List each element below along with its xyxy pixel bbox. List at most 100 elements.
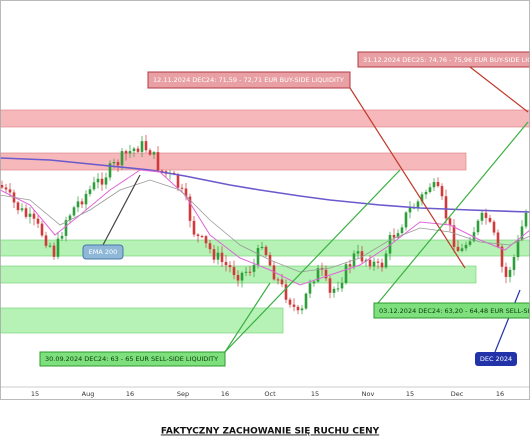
candle-body bbox=[332, 288, 336, 293]
sell-zone bbox=[0, 307, 284, 334]
x-axis-label: 15 bbox=[31, 390, 39, 398]
candles bbox=[0, 134, 528, 315]
candle-body bbox=[400, 227, 404, 234]
candle-body bbox=[56, 238, 60, 257]
candle-body bbox=[516, 239, 520, 258]
candle-body bbox=[508, 269, 512, 277]
candle-body bbox=[136, 148, 140, 152]
candle-body bbox=[376, 261, 380, 263]
caption: FAKTYCZNY ZACHOWANIE SIĘ RUCHU CENY bbox=[161, 427, 380, 437]
candle-body bbox=[512, 257, 516, 270]
x-axis-label: Dec bbox=[451, 390, 464, 398]
candle-body bbox=[144, 141, 148, 151]
annotation: 30.09.2024 DEC24: 63 - 65 EUR SELL-SIDE … bbox=[45, 355, 218, 363]
candle-body bbox=[296, 306, 300, 311]
candle-body bbox=[4, 187, 8, 190]
candle-body bbox=[480, 212, 484, 221]
candle-body bbox=[28, 213, 32, 217]
buy-zone bbox=[0, 109, 530, 128]
candle-body bbox=[100, 178, 104, 185]
candle-body bbox=[452, 225, 456, 247]
annotation: EMA 200 bbox=[89, 248, 118, 256]
candle-body bbox=[440, 186, 444, 197]
candle-body bbox=[464, 244, 468, 249]
candle-body bbox=[220, 252, 224, 262]
candle-body bbox=[184, 188, 188, 197]
arrow bbox=[224, 169, 401, 353]
candle-body bbox=[372, 261, 376, 267]
x-axis-label: 16 bbox=[496, 390, 504, 398]
candle-body bbox=[336, 288, 340, 290]
candle-body bbox=[484, 212, 488, 218]
candle-body bbox=[280, 279, 284, 285]
arrow bbox=[102, 174, 141, 246]
candle-body bbox=[180, 187, 184, 189]
candle-body bbox=[436, 182, 440, 187]
candle-body bbox=[32, 213, 36, 219]
x-axis-label: 16 bbox=[221, 390, 229, 398]
candle-body bbox=[328, 278, 332, 293]
candle-body bbox=[216, 252, 220, 260]
candle-body bbox=[24, 208, 28, 217]
candle-body bbox=[488, 217, 492, 222]
labels: 12.11.2024 DEC24: 71,59 - 72,71 EUR BUY-… bbox=[39, 51, 530, 367]
candle-body bbox=[408, 207, 412, 213]
candle-body bbox=[160, 170, 164, 172]
candle-body bbox=[304, 293, 308, 309]
candle-body bbox=[80, 201, 84, 205]
candle-body bbox=[448, 218, 452, 226]
ema-200 bbox=[0, 157, 530, 213]
candle-body bbox=[392, 234, 396, 238]
candle-body bbox=[244, 271, 248, 273]
candle-body bbox=[468, 241, 472, 245]
candle-body bbox=[368, 259, 372, 267]
candle-body bbox=[36, 218, 40, 224]
annotation: 31.12.2024 DEC25: 74,76 - 75,96 EUR BUY-… bbox=[363, 56, 530, 64]
candle-body bbox=[308, 283, 312, 294]
candle-body bbox=[252, 264, 256, 272]
candle-body bbox=[284, 284, 288, 300]
candle-body bbox=[416, 201, 420, 208]
candle-body bbox=[276, 279, 280, 281]
arrow bbox=[494, 289, 521, 353]
candle-body bbox=[20, 208, 24, 211]
arrow bbox=[349, 87, 466, 269]
candle-body bbox=[504, 266, 508, 277]
candle-body bbox=[360, 251, 364, 262]
x-axis-label: Oct bbox=[264, 390, 276, 398]
candle-body bbox=[208, 243, 212, 250]
candle-body bbox=[52, 245, 56, 257]
candle-body bbox=[300, 308, 304, 311]
candle-body bbox=[8, 189, 12, 193]
x-axis: 15 Aug 16 Sep 16 Oct 15 Nov 15 Dec 16 bbox=[31, 390, 504, 398]
candle-body bbox=[204, 236, 208, 244]
candle-body bbox=[256, 248, 260, 265]
x-axis-label: Sep bbox=[177, 390, 189, 398]
x-axis-label: 15 bbox=[406, 390, 414, 398]
candle-body bbox=[88, 189, 92, 194]
arrow bbox=[224, 282, 271, 353]
candle-body bbox=[292, 304, 296, 307]
candle-body bbox=[356, 251, 360, 254]
candle-body bbox=[420, 194, 424, 202]
buy-zone bbox=[0, 152, 467, 171]
candle-body bbox=[108, 163, 112, 178]
candle-body bbox=[396, 233, 400, 238]
candle-body bbox=[120, 151, 124, 166]
label-box bbox=[373, 302, 530, 319]
candle-body bbox=[68, 215, 72, 221]
candle-body bbox=[84, 193, 88, 205]
candle-body bbox=[348, 264, 352, 267]
candle-body bbox=[500, 246, 504, 267]
candle-body bbox=[224, 261, 228, 266]
label-box bbox=[475, 352, 517, 366]
candle-body bbox=[188, 196, 192, 221]
label-box bbox=[39, 351, 226, 367]
candle-body bbox=[492, 221, 496, 233]
candle-body bbox=[432, 182, 436, 188]
candle-body bbox=[428, 187, 432, 192]
candle-body bbox=[124, 151, 128, 154]
candle-body bbox=[264, 246, 268, 255]
candle-body bbox=[176, 174, 180, 188]
